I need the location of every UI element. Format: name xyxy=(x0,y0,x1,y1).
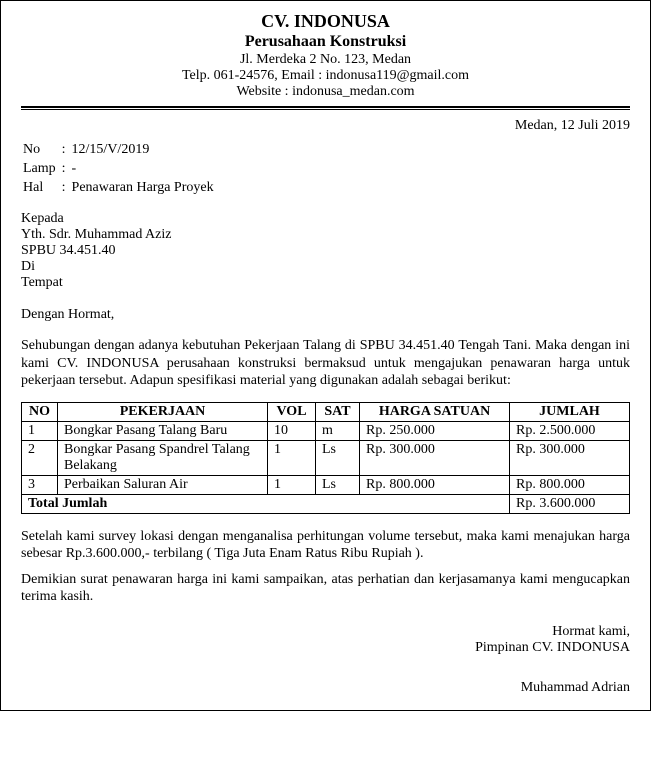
table-row: 1 Bongkar Pasang Talang Baru 10 m Rp. 25… xyxy=(22,421,630,440)
closing-line: Hormat kami, xyxy=(21,624,630,640)
letterhead-rule-thick xyxy=(21,106,630,108)
th-vol: VOL xyxy=(268,402,316,421)
recipient-line: Kepada xyxy=(21,211,630,227)
cell-vol: 1 xyxy=(268,440,316,475)
signer-name: Muhammad Adrian xyxy=(21,680,630,696)
table-row: 3 Perbaikan Saluran Air 1 Ls Rp. 800.000… xyxy=(22,475,630,494)
th-no: NO xyxy=(22,402,58,421)
tel-email-line: Telp. 061-24576, Email : indonusa119@gma… xyxy=(21,68,630,84)
items-table: NO PEKERJAAN VOL SAT HARGA SATUAN JUMLAH… xyxy=(21,402,630,514)
cell-no: 2 xyxy=(22,440,58,475)
cell-no: 3 xyxy=(22,475,58,494)
cell-pekerjaan: Perbaikan Saluran Air xyxy=(58,475,268,494)
cell-sat: Ls xyxy=(316,440,360,475)
date-line: Medan, 12 Juli 2019 xyxy=(21,118,630,134)
cell-sat: m xyxy=(316,421,360,440)
table-header-row: NO PEKERJAAN VOL SAT HARGA SATUAN JUMLAH xyxy=(22,402,630,421)
th-jumlah: JUMLAH xyxy=(510,402,630,421)
cell-harga: Rp. 250.000 xyxy=(360,421,510,440)
amount-paragraph: Setelah kami survey lokasi dengan mengan… xyxy=(21,528,630,563)
total-value: Rp. 3.600.000 xyxy=(510,494,630,513)
letterhead: CV. INDONUSA Perusahaan Konstruksi Jl. M… xyxy=(21,11,630,100)
recipient-line: Yth. Sdr. Muhammad Aziz xyxy=(21,227,630,243)
meta-no-value: 12/15/V/2019 xyxy=(72,142,218,159)
letterhead-rule-thin xyxy=(21,109,630,110)
meta-lamp-label: Lamp xyxy=(23,161,60,178)
recipient-line: Di xyxy=(21,259,630,275)
meta-no-label: No xyxy=(23,142,60,159)
meta-table: No : 12/15/V/2019 Lamp : - Hal : Penawar… xyxy=(21,140,220,199)
th-harga: HARGA SATUAN xyxy=(360,402,510,421)
cell-jumlah: Rp. 300.000 xyxy=(510,440,630,475)
address-line: Jl. Merdeka 2 No. 123, Medan xyxy=(21,52,630,68)
company-name: CV. INDONUSA xyxy=(21,11,630,32)
greeting: Dengan Hormat, xyxy=(21,307,630,323)
cell-jumlah: Rp. 2.500.000 xyxy=(510,421,630,440)
cell-vol: 1 xyxy=(268,475,316,494)
closing-line: Pimpinan CV. INDONUSA xyxy=(21,640,630,656)
company-subtitle: Perusahaan Konstruksi xyxy=(21,33,630,51)
th-sat: SAT xyxy=(316,402,360,421)
signature-block: Hormat kami, Pimpinan CV. INDONUSA Muham… xyxy=(21,624,630,696)
table-row: 2 Bongkar Pasang Spandrel Talang Belakan… xyxy=(22,440,630,475)
intro-paragraph: Sehubungan dengan adanya kebutuhan Peker… xyxy=(21,337,630,390)
cell-harga: Rp. 300.000 xyxy=(360,440,510,475)
cell-vol: 10 xyxy=(268,421,316,440)
total-label: Total Jumlah xyxy=(22,494,510,513)
cell-pekerjaan: Bongkar Pasang Talang Baru xyxy=(58,421,268,440)
recipient-line: SPBU 34.451.40 xyxy=(21,243,630,259)
website-line: Website : indonusa_medan.com xyxy=(21,84,630,100)
closing-paragraph: Demikian surat penawaran harga ini kami … xyxy=(21,571,630,606)
recipient-block: Kepada Yth. Sdr. Muhammad Aziz SPBU 34.4… xyxy=(21,211,630,291)
meta-colon: : xyxy=(62,180,70,197)
cell-pekerjaan: Bongkar Pasang Spandrel Talang Belakang xyxy=(58,440,268,475)
th-pekerjaan: PEKERJAAN xyxy=(58,402,268,421)
meta-hal-label: Hal xyxy=(23,180,60,197)
meta-colon: : xyxy=(62,161,70,178)
meta-hal-value: Penawaran Harga Proyek xyxy=(72,180,218,197)
meta-lamp-value: - xyxy=(72,161,218,178)
recipient-line: Tempat xyxy=(21,275,630,291)
meta-colon: : xyxy=(62,142,70,159)
cell-no: 1 xyxy=(22,421,58,440)
cell-sat: Ls xyxy=(316,475,360,494)
cell-harga: Rp. 800.000 xyxy=(360,475,510,494)
cell-jumlah: Rp. 800.000 xyxy=(510,475,630,494)
letter-page: CV. INDONUSA Perusahaan Konstruksi Jl. M… xyxy=(0,0,651,711)
table-total-row: Total Jumlah Rp. 3.600.000 xyxy=(22,494,630,513)
